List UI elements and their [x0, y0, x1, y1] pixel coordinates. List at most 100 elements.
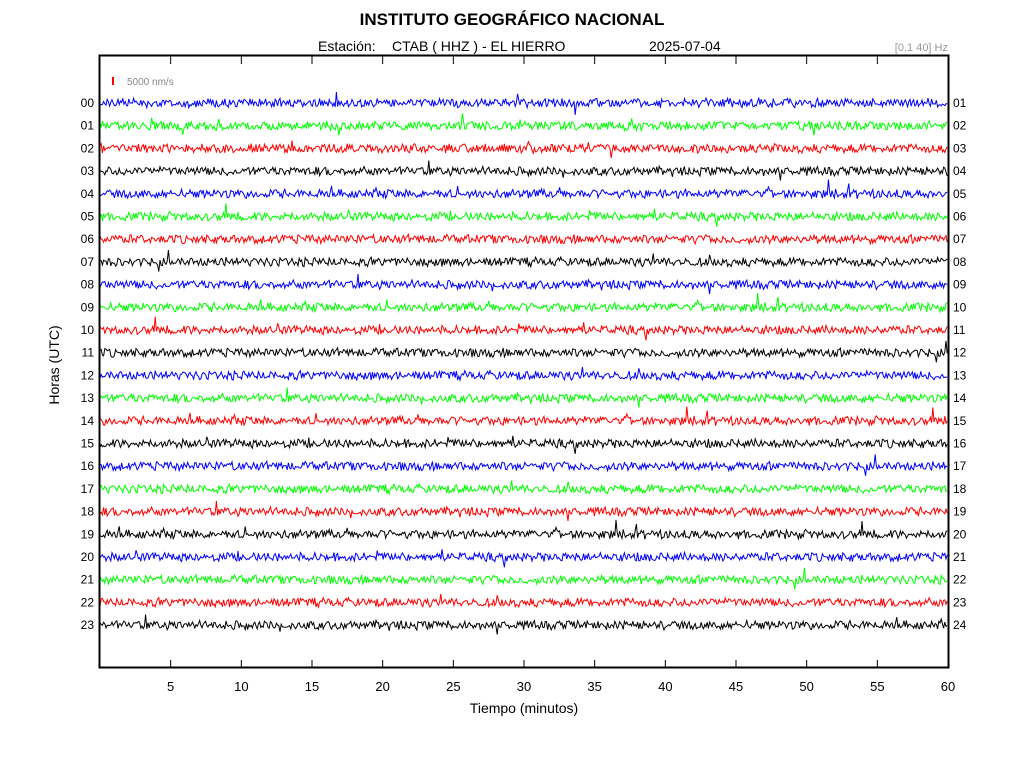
hour-label-right: 22 [953, 573, 967, 587]
hour-label-right: 05 [953, 187, 967, 201]
trace-hour-04 [99, 179, 948, 200]
hour-labels-right: 01 02 03 04 05 06 07 08 09 10 11 12 13 14 15 16 17 18 19 20… [953, 96, 967, 632]
hour-label-right: 14 [953, 391, 967, 405]
x-tick-label: 50 [799, 679, 813, 694]
trace-hour-11 [99, 340, 948, 363]
hour-label-right: 07 [953, 232, 967, 246]
hour-label-left: 21 [81, 573, 95, 587]
hour-label-left: 00 [81, 96, 95, 110]
date-label: 2025-07-04 [649, 38, 721, 54]
hour-label-right: 18 [953, 482, 967, 496]
hour-label-right: 10 [953, 300, 967, 314]
station-name: CTAB ( HHZ ) - EL HIERRO [392, 38, 566, 54]
hour-label-left: 17 [81, 482, 95, 496]
hour-label-right: 19 [953, 505, 967, 519]
trace-hour-12 [99, 366, 948, 382]
hour-label-left: 19 [81, 527, 95, 541]
trace-hour-17 [99, 480, 948, 496]
hour-label-right: 09 [953, 278, 967, 292]
trace-hour-18 [99, 501, 948, 522]
hour-label-left: 08 [81, 278, 95, 292]
hour-label-left: 07 [81, 255, 95, 269]
scale-bar-label: 5000 nm/s [127, 77, 174, 88]
trace-hour-03 [99, 160, 948, 181]
trace-hour-09 [99, 293, 948, 314]
x-tick-label: 35 [587, 679, 601, 694]
trace-hour-22 [99, 593, 948, 609]
y-axis-label: Horas (UTC) [46, 325, 62, 405]
hour-label-right: 02 [953, 119, 967, 133]
hour-label-right: 11 [953, 323, 966, 337]
trace-hour-07 [99, 250, 948, 272]
x-tick-label: 40 [658, 679, 672, 694]
hour-label-left: 05 [81, 210, 95, 224]
hour-label-left: 18 [81, 505, 95, 519]
hour-label-right: 16 [953, 437, 967, 451]
hour-labels-left: 00 01 02 03 04 05 06 07 08 09 10 11 12 13 14 15 16 17 18 19… [81, 96, 95, 632]
trace-hour-19 [99, 520, 948, 541]
hour-label-right: 08 [953, 255, 967, 269]
station-label: Estación: [318, 38, 376, 54]
trace-hour-20 [99, 549, 948, 568]
hour-label-left: 04 [81, 187, 95, 201]
hour-label-right: 15 [953, 414, 967, 428]
hour-label-right: 20 [953, 527, 967, 541]
hour-label-left: 16 [81, 459, 95, 473]
hour-label-left: 03 [81, 164, 95, 178]
hour-label-right: 03 [953, 141, 967, 155]
filter-band-label: [0.1 40] Hz [894, 42, 948, 54]
hour-label-left: 06 [81, 232, 95, 246]
x-tick-label: 45 [729, 679, 743, 694]
trace-hour-01 [99, 113, 948, 136]
trace-hour-00 [99, 91, 948, 115]
x-tick-label: 30 [517, 679, 531, 694]
hour-label-right: 01 [953, 96, 967, 110]
hour-label-right: 13 [953, 368, 967, 382]
hour-label-right: 24 [953, 618, 967, 632]
x-tick-label: 60 [941, 679, 955, 694]
trace-hour-15 [99, 435, 948, 454]
hour-label-right: 04 [953, 164, 967, 178]
trace-hour-14 [99, 406, 948, 428]
hour-label-right: 21 [953, 550, 967, 564]
hour-label-left: 23 [81, 618, 95, 632]
hour-label-left: 12 [81, 368, 95, 382]
hour-label-left: 11 [82, 346, 95, 360]
hour-label-right: 17 [953, 459, 967, 473]
x-axis-label: Tiempo (minutos) [469, 700, 579, 716]
trace-hour-08 [99, 274, 948, 295]
hour-label-right: 06 [953, 210, 967, 224]
hour-label-left: 13 [81, 391, 95, 405]
trace-hour-10 [99, 316, 948, 341]
hour-label-left: 01 [81, 119, 95, 133]
trace-hour-06 [99, 232, 948, 246]
trace-hour-02 [99, 140, 948, 159]
x-tick-label: 20 [375, 679, 389, 694]
figure-title: INSTITUTO GEOGRÁFICO NACIONAL [359, 10, 665, 29]
trace-hour-13 [99, 387, 948, 408]
trace-hour-21 [99, 567, 948, 590]
plot-frame [98, 54, 950, 669]
hour-label-right: 23 [953, 595, 967, 609]
hour-label-left: 20 [81, 550, 95, 564]
hour-label-left: 09 [81, 300, 95, 314]
hour-label-right: 12 [953, 346, 967, 360]
x-tick-label: 25 [446, 679, 460, 694]
hour-label-left: 22 [81, 595, 95, 609]
hour-label-left: 02 [81, 141, 95, 155]
hour-label-left: 14 [81, 414, 95, 428]
hour-label-left: 10 [81, 323, 95, 337]
trace-hour-05 [99, 203, 948, 227]
traces-group [99, 91, 948, 635]
x-tick-label: 5 [167, 679, 174, 694]
hour-label-left: 15 [81, 437, 95, 451]
scale-bar-mark [112, 77, 114, 85]
scale-bar: 5000 nm/s [112, 77, 174, 88]
trace-hour-23 [99, 614, 948, 635]
x-axis-ticks: 5 10 15 20 25 30 35 40 45 50 55 60 [167, 56, 955, 694]
x-tick-label: 55 [870, 679, 884, 694]
x-tick-label: 10 [234, 679, 248, 694]
x-tick-label: 15 [305, 679, 319, 694]
